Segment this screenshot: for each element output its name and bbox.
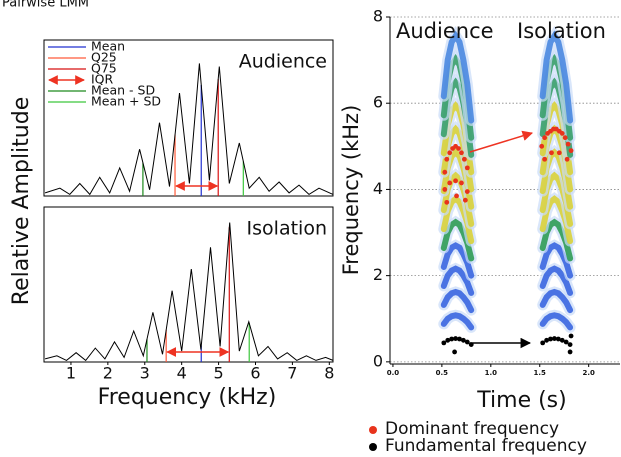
data-point: [442, 187, 448, 192]
x-tick-label: 1.5: [534, 369, 547, 377]
data-point: [459, 150, 464, 156]
harmonic: [440, 30, 475, 124]
x-tick-label: 0.0: [387, 369, 400, 377]
harmonic: [539, 265, 574, 296]
data-point: [444, 156, 450, 162]
data-point: [464, 189, 470, 194]
data-point: [442, 169, 448, 175]
data-point: [568, 148, 574, 154]
annotation: Audience: [396, 19, 494, 43]
data-point: [555, 336, 561, 342]
annotation: Isolation: [517, 19, 606, 43]
data-point: [559, 337, 565, 343]
data-point: [452, 349, 457, 355]
data-point: [542, 156, 548, 162]
y-tick-label: 2: [373, 265, 383, 284]
data-point: [444, 199, 450, 205]
data-point: [447, 180, 453, 186]
legend-label: Mean - SD: [91, 83, 155, 98]
panel-label: Audience: [239, 51, 327, 73]
data-point: [456, 146, 461, 151]
data-point: [552, 336, 557, 341]
data-point: [464, 339, 470, 345]
x-tick-label: 2.0: [582, 369, 595, 377]
data-point: [567, 349, 573, 355]
spectrum-line: [44, 222, 334, 362]
data-point: [549, 150, 554, 156]
harmonic: [440, 265, 475, 296]
harmonic: [539, 30, 574, 124]
x-tick-label: 2: [103, 364, 113, 383]
legend-label: Mean + SD: [91, 94, 161, 109]
shift-arrow: [469, 130, 534, 153]
harmonic: [440, 288, 475, 314]
x-tick-label: 1: [66, 364, 76, 383]
legend-label: Q75: [91, 61, 117, 76]
header: Pairwise LMM: [2, 0, 89, 11]
y-axis-label: Frequency (kHz): [339, 105, 363, 276]
data-point: [559, 130, 565, 136]
x-tick-label: 4: [177, 364, 187, 383]
x-tick-label: 8: [324, 364, 334, 383]
data-point: [459, 180, 464, 186]
y-tick-label: 4: [373, 179, 383, 198]
data-point: [457, 336, 462, 342]
data-point: [567, 342, 573, 348]
panel-label: Isolation: [247, 218, 327, 240]
data-point: [445, 337, 451, 343]
panel-frame: [43, 39, 334, 197]
data-point: [453, 178, 458, 184]
data-point: [447, 150, 453, 156]
data-point: [548, 336, 553, 342]
x-tick-label: 1.0: [485, 369, 498, 377]
legend-swatch: [369, 443, 377, 451]
x-tick-label: 3: [140, 364, 150, 383]
harmonic: [539, 288, 574, 314]
legend-label: Dominant frequency: [385, 419, 559, 439]
data-point: [441, 340, 447, 346]
data-point: [449, 336, 455, 342]
legend-label: Fundamental frequency: [385, 436, 587, 456]
data-point: [453, 336, 458, 341]
harmonic: [539, 312, 574, 331]
data-point: [544, 337, 549, 343]
spectrum-line: [44, 63, 334, 196]
x-tick-label: 7: [287, 364, 297, 383]
data-point: [568, 333, 574, 339]
legend-label: Q25: [91, 50, 117, 65]
y-axis-label: Relative Amplitude: [9, 97, 34, 305]
data-point: [539, 143, 545, 149]
data-point: [462, 197, 468, 203]
data-point: [565, 141, 571, 147]
x-tick-label: 0.5: [436, 369, 449, 377]
data-point: [454, 193, 459, 199]
y-tick-label: 8: [373, 7, 383, 26]
x-tick-label: 6: [250, 364, 260, 383]
legend-label: Mean: [91, 39, 125, 54]
y-tick-label: 6: [373, 93, 383, 112]
data-point: [562, 135, 568, 141]
data-point: [542, 135, 548, 141]
data-point: [464, 165, 470, 171]
panel-frame: [43, 206, 334, 363]
legend-swatch: [369, 426, 377, 434]
data-point: [556, 150, 562, 156]
x-axis-label: Time (s): [476, 388, 566, 413]
x-tick-label: 5: [213, 364, 223, 383]
data-point: [564, 156, 570, 162]
data-point: [540, 340, 546, 346]
legend-label: IQR: [91, 72, 114, 87]
data-point: [461, 156, 467, 162]
x-axis-label: Frequency (kHz): [98, 385, 277, 410]
y-tick-label: 0: [373, 351, 383, 370]
data-point: [563, 339, 569, 345]
data-point: [461, 337, 466, 343]
harmonic: [440, 312, 475, 331]
